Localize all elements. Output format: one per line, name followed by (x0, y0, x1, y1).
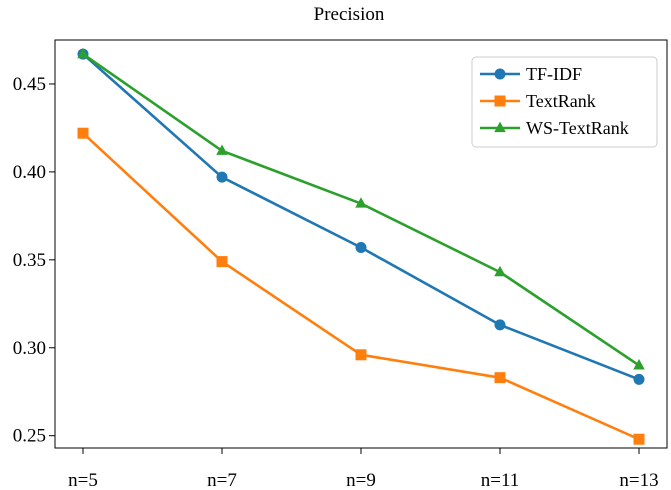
y-tick-label: 0.45 (13, 74, 46, 95)
y-tick-label: 0.25 (13, 426, 46, 447)
legend-marker-tf-idf (494, 68, 506, 80)
y-tick-label: 0.40 (13, 162, 46, 183)
point-ws-textrank-1 (77, 47, 89, 59)
legend-marker-textrank (494, 95, 506, 107)
point-ws-textrank-4 (494, 265, 506, 277)
legend-label-tf-idf: TF-IDF (526, 64, 582, 84)
x-tick-label: n=5 (68, 470, 98, 490)
point-textrank-1 (77, 127, 89, 139)
x-tick-label: n=9 (346, 470, 376, 490)
point-ws-textrank-5 (633, 359, 645, 370)
point-textrank-2 (216, 256, 228, 268)
point-textrank-3 (355, 349, 367, 361)
chart-title: Precision (314, 4, 385, 25)
point-textrank-5 (633, 433, 645, 445)
y-tick-label: 0.35 (13, 250, 46, 271)
point-ws-textrank-2 (216, 144, 228, 155)
x-tick-label: n=7 (207, 470, 237, 490)
legend-label-ws-textrank: WS-TextRank (526, 118, 629, 138)
series-line-textrank (82, 132, 640, 441)
legend: TF-IDF TextRank WS-TextRank (471, 56, 658, 148)
point-tf-idf-2 (216, 171, 228, 183)
point-ws-textrank-3 (355, 197, 367, 208)
point-textrank-4 (494, 372, 506, 384)
point-tf-idf-4 (494, 319, 506, 331)
legend-label-textrank: TextRank (526, 91, 596, 111)
point-tf-idf-5 (633, 373, 645, 385)
legend-marker-ws-textrank (494, 121, 506, 133)
axis-ticks: 0.25 0.30 0.35 0.40 0.45 n=5 n=7 n=9 n=11 n=13 (13, 74, 659, 490)
point-tf-idf-3 (355, 242, 367, 254)
series-layer (77, 47, 645, 445)
y-tick-label: 0.30 (13, 338, 46, 359)
x-tick-label: n=13 (619, 470, 658, 490)
x-tick-label: n=11 (481, 470, 520, 490)
legend-box (471, 56, 658, 148)
